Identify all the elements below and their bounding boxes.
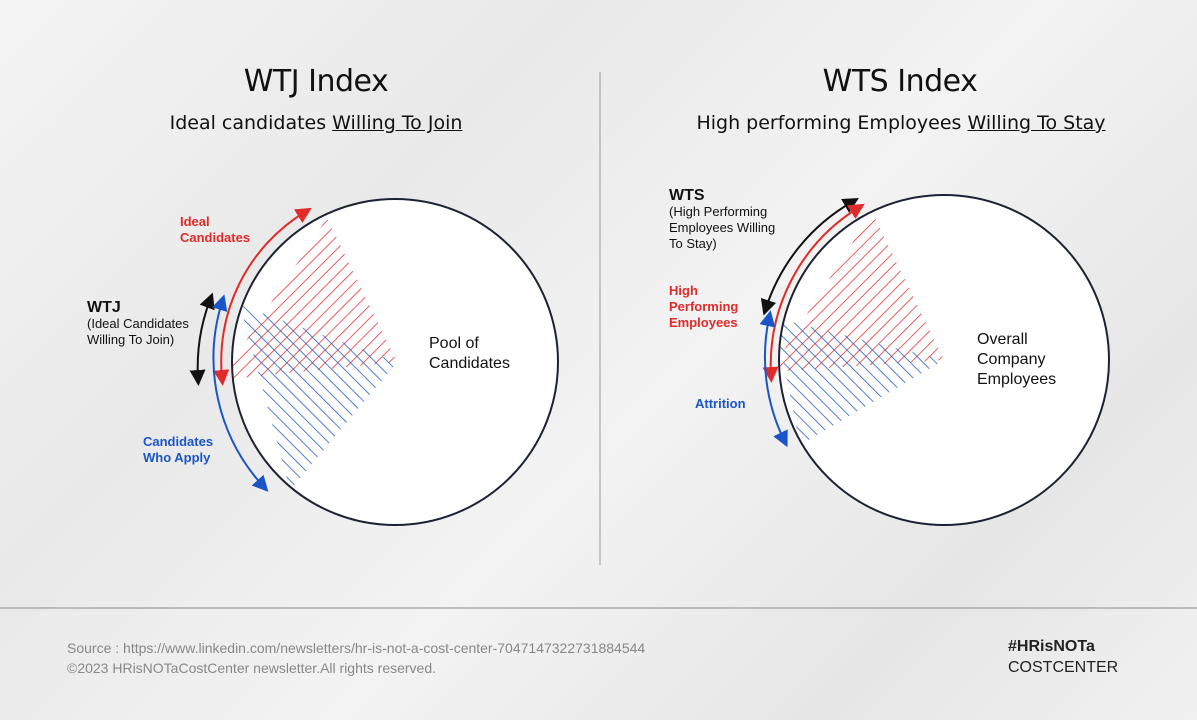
high-performers-label: High Performing Employees [669, 283, 739, 330]
wts-desc: (High Performing Employees Willing To St… [669, 204, 776, 251]
subtitle-text: Ideal candidates [169, 112, 333, 134]
wts-subtitle: High performing Employees Willing To Sta… [621, 112, 1181, 134]
subtitle-underlined: Willing To Join [332, 112, 463, 134]
wtj-desc: (Ideal Candidates Willing To Join) [87, 316, 189, 347]
wts-heading: WTS [669, 187, 705, 204]
copyright-text: ©2023 HRisNOTaCostCenter newsletter.All … [67, 660, 437, 676]
logo-line2: COSTCENTER [1008, 659, 1119, 676]
wtj-label: WTJ (Ideal Candidates Willing To Join) [87, 300, 197, 348]
candidates-apply-label: Candidates Who Apply [143, 434, 214, 465]
attrition-label: Attrition [695, 396, 746, 411]
wtj-heading: WTJ [87, 299, 121, 316]
brand-logo: #HRisNOTa COSTCENTER [1008, 636, 1118, 678]
wtj-subtitle: Ideal candidates Willing To Join [36, 112, 596, 134]
company-employees-label: Overall Company Employees [977, 331, 1057, 388]
pool-label: Pool of Candidates [429, 335, 510, 372]
wtj-circle [189, 198, 559, 526]
apply-arrow [211, 294, 269, 492]
attrition-arrow [759, 310, 788, 448]
ideal-candidates-label: Ideal Candidates [180, 214, 251, 245]
wtj-title: WTJ Index [243, 64, 389, 99]
subtitle-text: High performing Employees [696, 112, 968, 134]
subtitle-underlined: Willing To Stay [967, 112, 1106, 134]
wts-title: WTS Index [822, 64, 978, 99]
wtj-arrow [189, 292, 215, 386]
wts-circle [759, 194, 1110, 526]
source-text: Source : https://www.linkedin.com/newsle… [67, 640, 646, 656]
logo-line1: #HRisNOTa [1008, 638, 1095, 655]
wts-label: WTS (High Performing Employees Willing To… [669, 188, 789, 252]
